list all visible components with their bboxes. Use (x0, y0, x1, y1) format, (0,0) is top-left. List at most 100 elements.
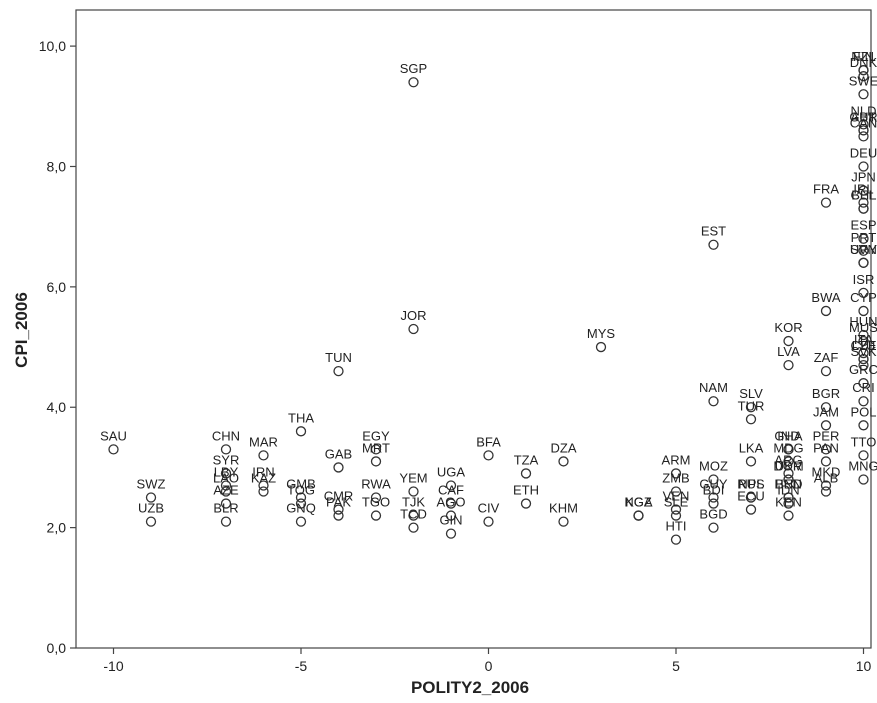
point-label: SVN (850, 242, 877, 257)
point-label: BDI (703, 483, 725, 498)
point-label: UKR (775, 458, 802, 473)
y-axis: 0,0 2,0 4,0 6,0 8,0 10,0 (39, 38, 76, 656)
data-point (858, 71, 869, 82)
data-point (220, 486, 232, 497)
point-label: CHL (850, 188, 876, 203)
data-point (745, 492, 757, 503)
point-label: FRA (813, 182, 839, 197)
point-label: TJK (402, 495, 425, 510)
data-point (783, 335, 794, 347)
data-point (670, 486, 682, 497)
point-label: ESP (850, 218, 876, 233)
point-label: PAN (813, 440, 839, 455)
point-label: SWE (849, 73, 877, 88)
y-tick-label: 6,0 (47, 279, 67, 295)
point-label: HTI (666, 519, 687, 534)
point-label: DZA (551, 440, 577, 455)
point-label: SWZ (137, 477, 166, 492)
data-point (370, 444, 382, 455)
data-point (370, 510, 382, 521)
data-point (783, 456, 794, 467)
y-axis-title: CPI_2006 (12, 292, 31, 368)
point-label: MKD (812, 464, 841, 479)
point-label: GMB (286, 477, 316, 492)
data-point (745, 402, 757, 413)
point-label: FIN (853, 49, 874, 64)
data-point (408, 522, 419, 533)
data-point (333, 510, 344, 521)
point-label: TZA (514, 452, 539, 467)
data-point (858, 257, 869, 268)
data-point (820, 456, 832, 467)
data-point (670, 534, 682, 545)
point-label: BGD (699, 507, 727, 522)
point-label: CRI (852, 380, 874, 395)
data-point (858, 65, 869, 76)
y-tick-label: 10,0 (39, 38, 66, 54)
point-label: GAB (325, 446, 352, 461)
data-point (858, 378, 869, 389)
data-point (708, 474, 719, 485)
point-label: DNK (850, 55, 877, 70)
data-point (858, 335, 869, 347)
point-label: KHM (549, 501, 578, 516)
point-label: UGA (437, 464, 466, 479)
data-point (333, 365, 344, 377)
point-label: ZAF (814, 350, 839, 365)
data-point (108, 444, 119, 455)
data-point (858, 287, 869, 299)
point-label: ECU (737, 489, 764, 504)
data-point (408, 77, 419, 88)
point-label: CZE (851, 338, 877, 353)
data-point (670, 510, 682, 521)
point-label: GIN (439, 513, 462, 528)
data-point (483, 516, 494, 527)
data-point (858, 474, 869, 485)
data-point (520, 498, 532, 509)
data-point (295, 498, 307, 509)
data-point (745, 414, 757, 425)
y-tick-label: 4,0 (47, 399, 67, 415)
point-label: MNG (848, 458, 877, 473)
point-label: LBY (214, 464, 239, 479)
point-label: MYS (587, 326, 616, 341)
data-point (295, 492, 307, 503)
data-point (408, 510, 419, 521)
data-point (708, 239, 719, 250)
x-tick-label: 0 (485, 658, 493, 674)
data-point (220, 480, 232, 491)
data-point (258, 480, 269, 491)
point-label: IND (777, 428, 799, 443)
point-label: TOG (287, 483, 315, 498)
point-label: TGO (362, 495, 390, 510)
point-label: LKA (739, 440, 764, 455)
x-axis-title: POLITY2_2006 (411, 678, 529, 697)
point-label: NZL (851, 49, 876, 64)
point-label: IRN (252, 464, 274, 479)
data-point (783, 498, 794, 509)
x-tick-label: -5 (295, 658, 308, 674)
data-point (220, 468, 232, 479)
point-label: AGO (437, 495, 466, 510)
point-label: GUY (699, 477, 728, 492)
point-label: GNQ (286, 501, 316, 516)
data-point (708, 492, 719, 503)
point-label: URY (850, 242, 877, 257)
point-label: MUS (849, 320, 877, 335)
data-point (145, 516, 157, 527)
data-point (445, 510, 457, 521)
point-label: JAM (813, 404, 839, 419)
point-label: MDG (773, 440, 803, 455)
data-point (408, 486, 419, 497)
point-label: KAZ (251, 471, 276, 486)
data-point (670, 504, 682, 515)
point-label: ZMB (662, 471, 689, 486)
data-point (858, 233, 869, 244)
point-label: PAK (326, 495, 351, 510)
x-axis: -10 -5 0 5 10 (103, 648, 871, 674)
x-tick-label: 5 (672, 658, 680, 674)
point-label: JPN (851, 170, 876, 185)
point-label: KEN (775, 495, 802, 510)
data-point (783, 359, 794, 371)
